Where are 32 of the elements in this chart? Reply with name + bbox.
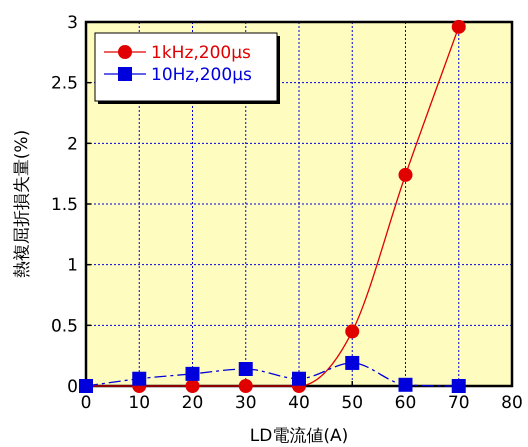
y-tick-label: 1.5: [50, 195, 78, 215]
x-tick-label: 30: [234, 393, 257, 413]
point: [292, 372, 306, 386]
y-tick-label: 2: [67, 134, 78, 154]
y-tick-label: 0: [67, 377, 78, 397]
x-tick-label: 50: [341, 393, 364, 413]
point: [186, 379, 200, 393]
point: [186, 366, 200, 381]
x-tick-label: 60: [394, 393, 416, 413]
point: [345, 324, 360, 338]
y-tick-label: 3: [67, 13, 78, 33]
point: [238, 362, 253, 376]
point: [398, 168, 412, 182]
x-tick-label: 40: [288, 393, 310, 413]
x-tick-label: 70: [448, 393, 470, 413]
point: [452, 379, 466, 393]
y-tick-label: 2.5: [50, 74, 78, 94]
x-tick-label: 10: [128, 393, 150, 413]
point: [398, 378, 412, 392]
point: [452, 20, 466, 34]
y-axis-title: 熱複屈折損失量(%): [12, 130, 32, 278]
point: [132, 372, 146, 386]
legend-label: 10Hz,200μs: [151, 65, 252, 85]
point: [345, 356, 360, 370]
x-axis-title: LD電流値(A): [250, 426, 348, 446]
y-tick-label: 1: [67, 256, 78, 276]
x-tick-label: 20: [182, 393, 204, 413]
y-tick-label: 0.5: [50, 316, 78, 336]
x-tick-label: 0: [80, 393, 92, 413]
point: [238, 379, 253, 393]
x-tick-label: 80: [501, 393, 523, 413]
legend-label: 1kHz,200μs: [151, 43, 252, 63]
